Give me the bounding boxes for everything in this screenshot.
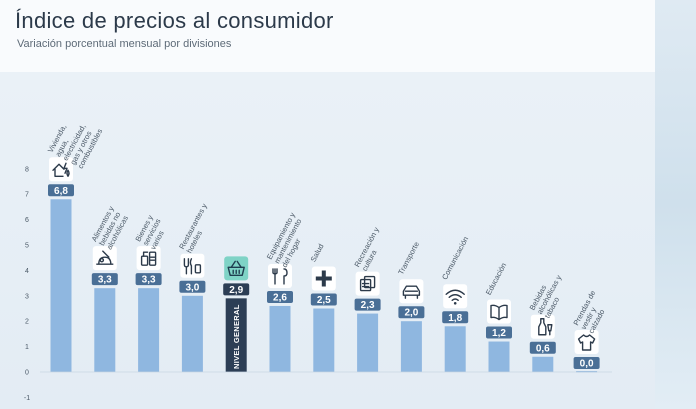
value-label-box bbox=[354, 298, 381, 311]
y-tick-label: 8 bbox=[25, 166, 29, 173]
value-label-box bbox=[398, 306, 425, 319]
basket-icon bbox=[224, 256, 249, 281]
category-label: Educación bbox=[484, 261, 508, 296]
value-label-box bbox=[48, 184, 74, 197]
y-tick-label: 3 bbox=[25, 293, 29, 300]
icon-box bbox=[443, 284, 468, 309]
bar bbox=[313, 308, 335, 372]
chart-header bbox=[0, 0, 655, 72]
value-label: 2,5 bbox=[317, 295, 331, 306]
category-label: Alimentos ybebidas noalcohólicas bbox=[90, 204, 131, 251]
book-icon bbox=[487, 299, 511, 324]
category-label: Prendas devestir ycalzado bbox=[571, 289, 612, 335]
bottle-icon bbox=[530, 314, 555, 339]
value-label-box bbox=[135, 273, 162, 286]
personal-care-icon bbox=[136, 246, 161, 271]
value-label: 2,0 bbox=[404, 308, 418, 319]
value-label: 6,8 bbox=[54, 186, 68, 197]
bar bbox=[444, 326, 466, 372]
category-label: Transporte bbox=[396, 240, 421, 276]
recreation-icon bbox=[355, 271, 380, 296]
value-label-box bbox=[179, 280, 206, 293]
tshirt-icon bbox=[574, 330, 599, 354]
value-label: 3,3 bbox=[142, 275, 156, 286]
bar bbox=[181, 295, 203, 372]
y-tick-label: 1 bbox=[25, 344, 29, 351]
bar bbox=[269, 305, 291, 372]
y-tick-label: 5 bbox=[25, 243, 29, 250]
health-cross-icon bbox=[311, 266, 336, 291]
y-tick-label: 4 bbox=[25, 268, 29, 275]
value-label-box bbox=[529, 341, 556, 354]
value-label: 0,6 bbox=[536, 343, 550, 354]
chart-subtitle: Variación porcentual mensual por divisio… bbox=[17, 38, 232, 50]
value-label: 2,6 bbox=[273, 292, 287, 303]
value-label-box bbox=[573, 357, 600, 369]
icon-box bbox=[530, 314, 555, 339]
bar-nivel-general bbox=[225, 298, 247, 372]
chart-title: Índice de precios al consumidor bbox=[15, 8, 334, 33]
category-label: Recreación ycultura bbox=[352, 225, 388, 272]
bar bbox=[94, 288, 116, 372]
icon-box bbox=[574, 330, 599, 354]
value-label: 2,9 bbox=[229, 285, 243, 296]
bar bbox=[50, 199, 72, 372]
category-label: Salud bbox=[309, 242, 326, 263]
side-panel bbox=[655, 0, 696, 409]
y-tick-label: -1 bbox=[24, 395, 30, 402]
household-tools-icon bbox=[268, 263, 292, 288]
bar-inner-label: NIVEL GENERAL bbox=[232, 304, 241, 369]
value-label: 2,3 bbox=[361, 300, 375, 311]
food-icon bbox=[92, 246, 117, 271]
value-label-box bbox=[442, 311, 469, 324]
y-tick-label: 2 bbox=[25, 319, 29, 326]
bar bbox=[138, 288, 160, 372]
value-label-box bbox=[310, 293, 337, 306]
value-label-box bbox=[486, 326, 512, 339]
bar bbox=[357, 313, 379, 372]
y-tick-label: 6 bbox=[25, 217, 29, 224]
value-label-box bbox=[267, 290, 293, 303]
category-label: Bienes yserviciosvarios bbox=[133, 213, 170, 251]
value-label: 1,2 bbox=[492, 328, 506, 339]
wifi-icon bbox=[443, 284, 468, 309]
category-label: Restaurantes yhoteles bbox=[177, 202, 216, 255]
y-tick-label: 0 bbox=[25, 370, 29, 377]
bar-chart: 876543210-16,8Vivienda,agua,electricidad… bbox=[24, 123, 612, 402]
bar bbox=[532, 356, 554, 372]
car-icon bbox=[399, 279, 424, 304]
restaurant-icon bbox=[180, 253, 205, 278]
bar bbox=[488, 341, 510, 372]
house-utilities-icon bbox=[49, 157, 73, 182]
bar bbox=[400, 321, 422, 372]
value-label: 3,3 bbox=[98, 275, 112, 286]
y-tick-label: 7 bbox=[25, 192, 29, 199]
category-label: Equipamiento ymantenimientodel hogar bbox=[265, 211, 312, 269]
value-label: 0,0 bbox=[580, 359, 594, 370]
value-label-box bbox=[223, 283, 250, 296]
value-label: 3,0 bbox=[185, 282, 199, 293]
value-label-box bbox=[91, 273, 118, 286]
category-label: Bebidasalcohólicas ytabaco bbox=[528, 269, 571, 319]
value-label: 1,8 bbox=[448, 313, 462, 324]
category-label: Comunicación bbox=[440, 235, 470, 281]
